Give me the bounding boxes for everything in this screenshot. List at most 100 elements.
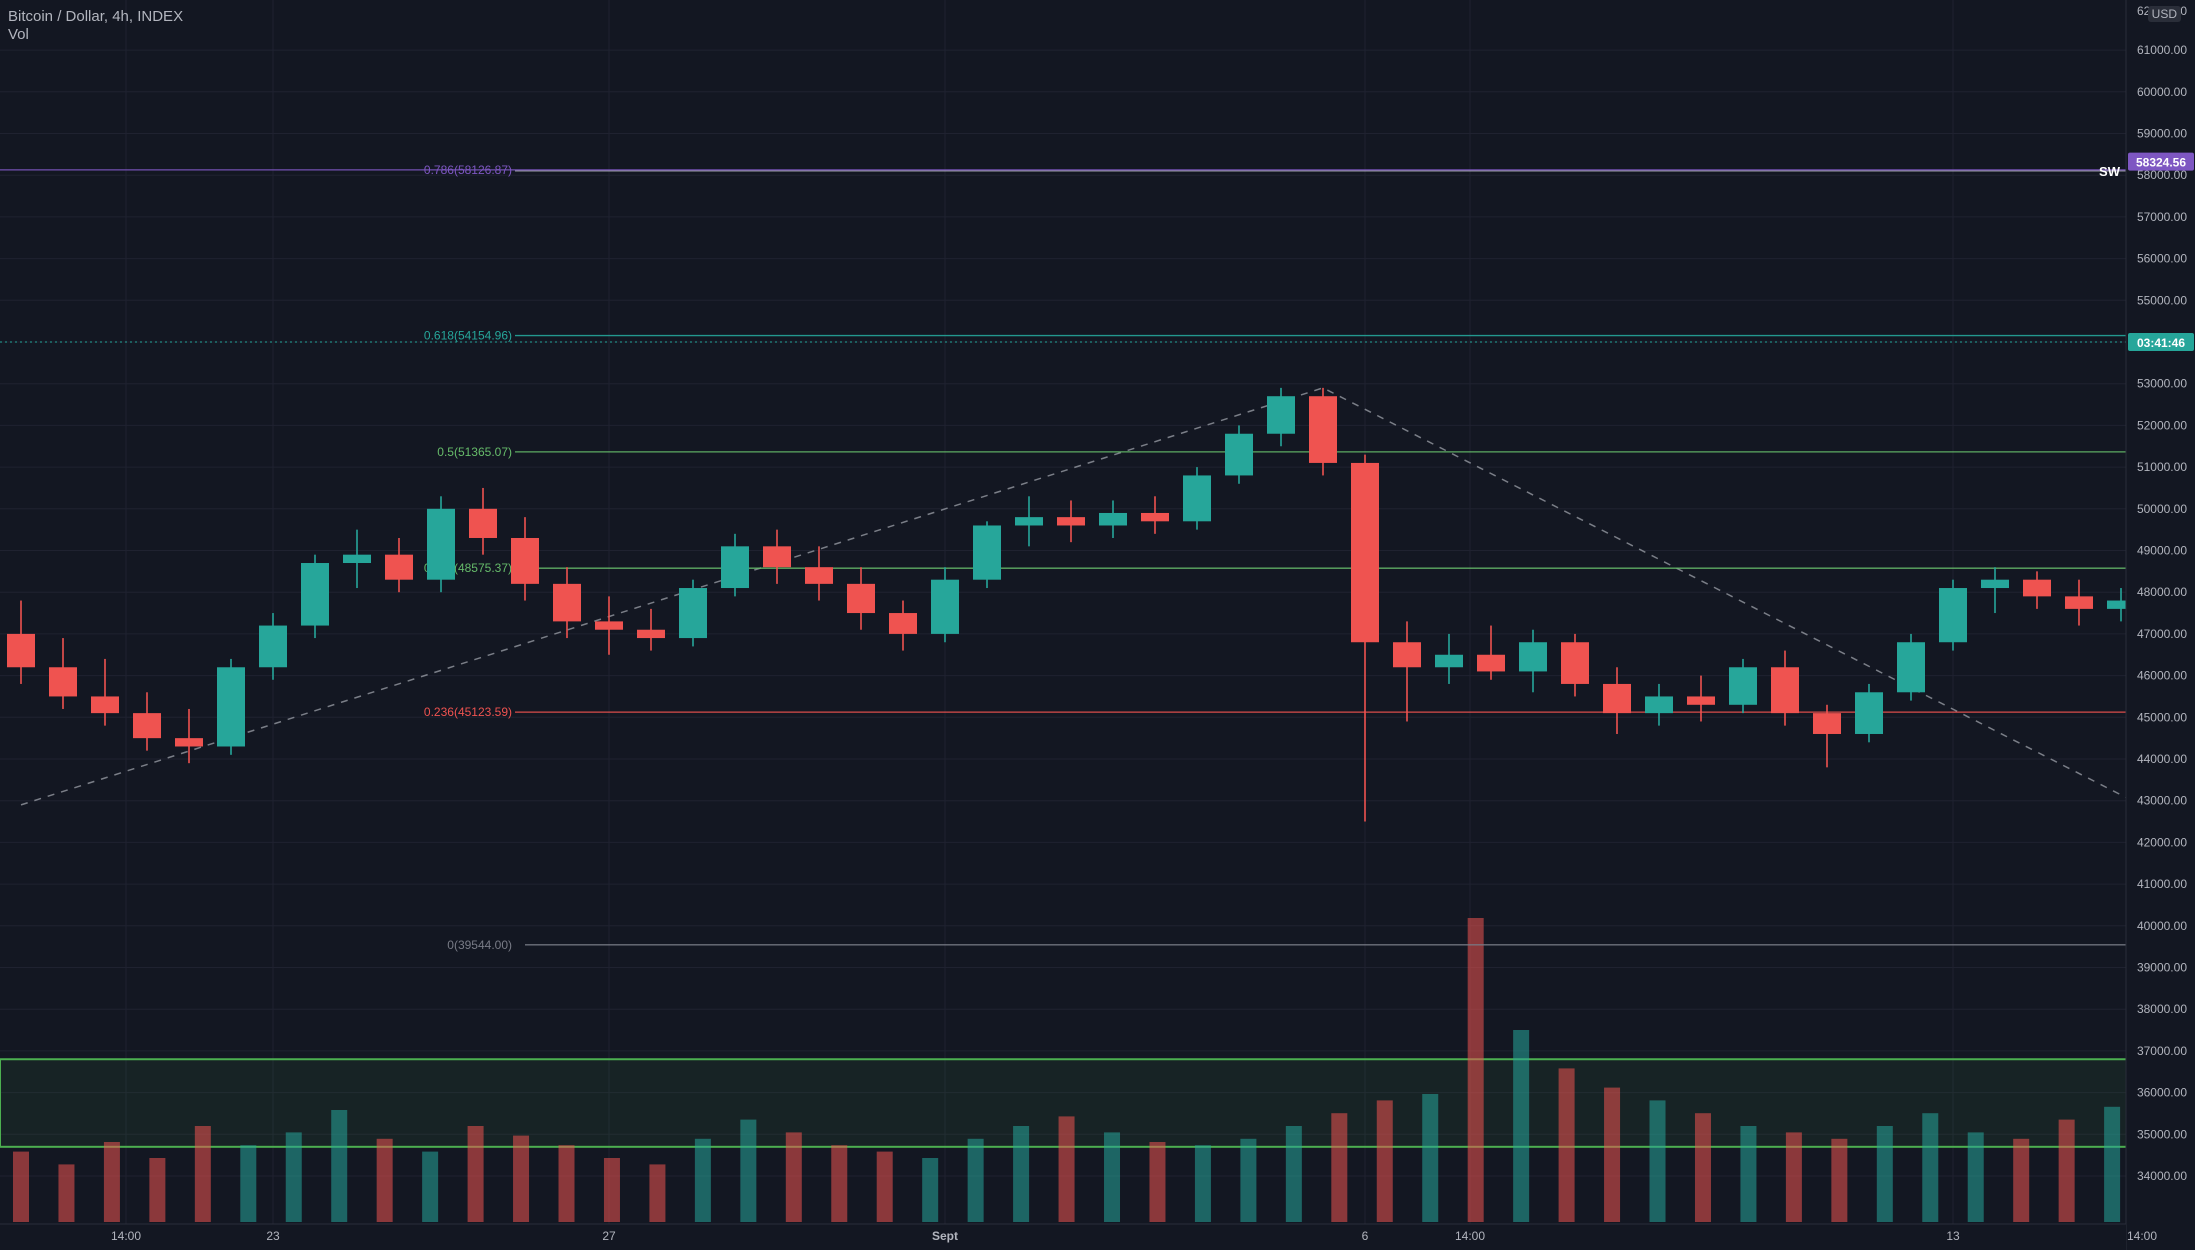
candle-body [763,546,791,568]
candle-body [973,525,1001,580]
volume-bar [240,1145,257,1222]
candle-body [343,554,371,564]
candle-layer [7,387,2195,822]
price-tick-label: 41000.00 [2137,877,2187,891]
price-tick-label: 44000.00 [2137,752,2187,766]
candle-body [553,583,581,622]
price-tick-label: 61000.00 [2137,43,2187,57]
volume-bar [831,1145,848,1222]
price-tick-label: 53000.00 [2137,377,2187,391]
candle-body [1771,667,1799,714]
candle-body [1351,462,1379,643]
volume-bar [1694,1113,1711,1222]
candle-body [1183,475,1211,522]
candle-body [301,563,329,626]
candle-body [1099,512,1127,526]
candle-body [1393,642,1421,668]
volume-bar [2058,1119,2075,1222]
price-tick-label: 35000.00 [2137,1127,2187,1141]
candle-body [511,537,539,584]
time-tick-label: 13 [1946,1229,1960,1243]
countdown-badge [2128,333,2194,351]
target-price-badge [2128,152,2194,171]
price-tick-label: 52000.00 [2137,418,2187,432]
candle-body [1435,654,1463,668]
volume-bar [331,1110,348,1222]
volume-bar [1013,1126,1030,1222]
volume-bar [558,1145,575,1222]
volume-bar [1422,1094,1439,1222]
candle-body [1813,713,1841,734]
price-tick-label: 36000.00 [2137,1086,2187,1100]
price-tick-label: 42000.00 [2137,835,2187,849]
price-tick-label: 38000.00 [2137,1002,2187,1016]
volume-bar [13,1151,29,1222]
volume-bar [1149,1142,1166,1222]
candle-body [1225,433,1253,476]
price-tick-label: 50000.00 [2137,502,2187,516]
candle-body [1603,683,1631,714]
volume-bar [740,1119,757,1222]
volume-bar [603,1158,620,1222]
candle-body [1309,396,1337,463]
volume-bar [1513,1030,1530,1222]
candle-body [1057,517,1085,526]
symbol-title[interactable]: Bitcoin / Dollar, 4h, INDEX [8,8,184,25]
volume-bar [103,1142,120,1222]
volume-bar [1376,1100,1393,1222]
volume-bar [694,1138,711,1222]
volume-zone-box [0,1058,2195,1148]
fib-label: 0(39544.00) [447,938,512,952]
price-tick-label: 60000.00 [2137,85,2187,99]
candle-body [7,633,35,668]
price-tick-label: 57000.00 [2137,210,2187,224]
price-tick-label: 48000.00 [2137,585,2187,599]
price-tick-label: 34000.00 [2137,1169,2187,1183]
price-tick-label: 59000.00 [2137,127,2187,141]
candle-body [427,508,455,580]
currency-selector[interactable]: USD [2147,6,2181,22]
volume-bar [1058,1116,1075,1222]
time-tick-label: 23 [266,1229,280,1243]
candle-body [1687,696,1715,705]
candle-body [805,567,833,584]
candle-body [1981,579,2009,589]
candle-body [1645,696,1673,714]
fib-label: 0.786(58126.87) [424,163,512,177]
volume-bar [376,1138,393,1222]
volume-bar [149,1158,166,1222]
candle-body [637,629,665,639]
volume-bar [513,1135,530,1222]
candle-body [1141,512,1169,522]
volume-bar [1922,1113,1939,1222]
time-tick-label: 14:00 [2127,1229,2157,1243]
price-tick-label: 49000.00 [2137,544,2187,558]
candle-body [469,508,497,538]
price-tick-label: 47000.00 [2137,627,2187,641]
price-tick-label: 56000.00 [2137,252,2187,266]
price-tick-label: 39000.00 [2137,961,2187,975]
volume-bar [467,1126,484,1222]
volume-bar [1104,1132,1121,1222]
volume-bar [1967,1132,1984,1222]
price-tick-label: 46000.00 [2137,669,2187,683]
candle-body [2107,600,2135,609]
price-tick-label: 45000.00 [2137,710,2187,724]
candle-body [2023,579,2051,597]
volume-bar [1331,1113,1348,1222]
volume-bar [1285,1126,1302,1222]
price-tick-label: 58000.00 [2137,168,2187,182]
price-badge-text: 58324.56 [2136,156,2186,170]
volume-legend[interactable]: Vol [8,26,29,43]
fib-label: 0.236(45123.59) [424,705,512,719]
volume-bar [285,1132,302,1222]
volume-bar [2104,1106,2121,1222]
volume-bar [1558,1068,1575,1222]
volume-bar [1604,1087,1621,1222]
candle-body [931,579,959,634]
time-tick-label: 14:00 [111,1229,141,1243]
volume-bar [649,1164,666,1222]
volume-bar [1240,1138,1257,1222]
